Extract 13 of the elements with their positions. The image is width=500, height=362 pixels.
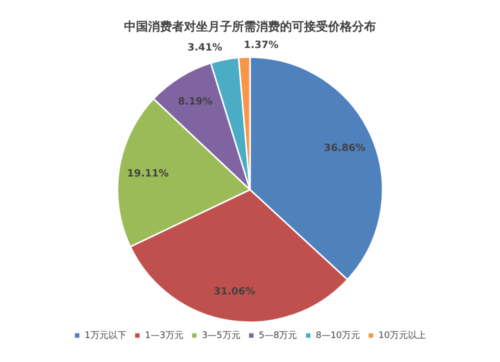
data-label: 1.37% [244, 40, 278, 51]
legend-label: 3—5万元 [202, 330, 240, 341]
legend-label: 1—3万元 [144, 330, 184, 341]
legend-label: 8—10万元 [316, 330, 360, 341]
legend-label: 10万元以上 [378, 330, 426, 341]
data-label: 31.06% [214, 286, 256, 298]
data-label: 8.19% [178, 96, 213, 108]
legend-label: 5—8万元 [258, 330, 298, 341]
legend-label: 1万元以下 [84, 330, 126, 341]
chart-title: 中国消费者对坐月子所需消费的可接受价格分布 [124, 19, 376, 34]
data-label: 36.86% [324, 142, 366, 154]
data-label: 3.41% [188, 42, 222, 54]
data-label: 19.11% [127, 168, 169, 180]
